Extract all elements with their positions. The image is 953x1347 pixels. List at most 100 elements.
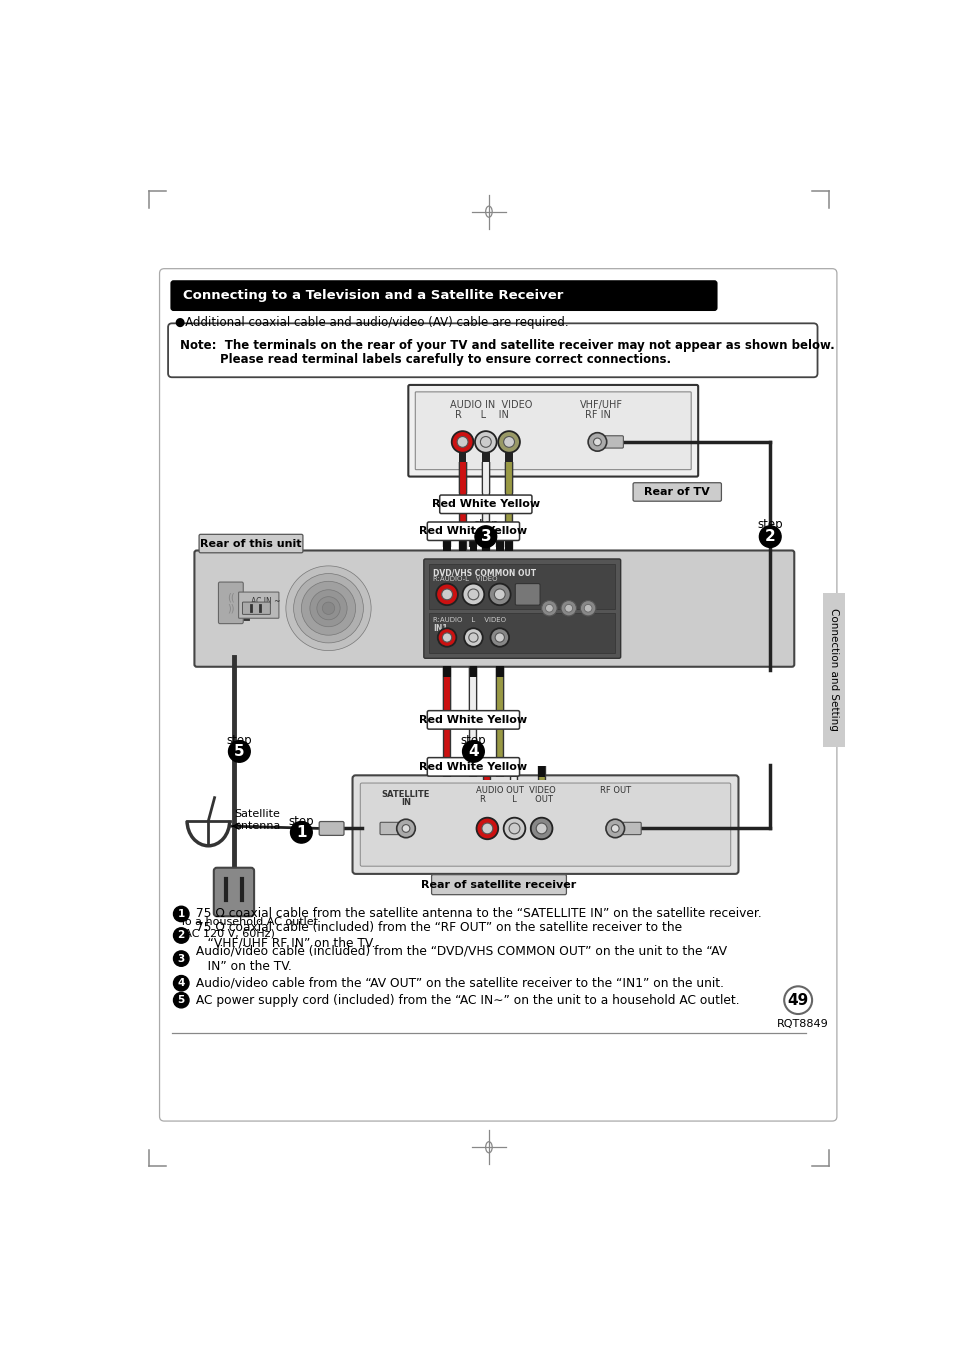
- FancyBboxPatch shape: [408, 385, 698, 477]
- Text: 4: 4: [177, 978, 185, 989]
- Bar: [469, 766, 476, 777]
- Text: Satellite
antenna: Satellite antenna: [233, 810, 280, 831]
- Circle shape: [322, 602, 335, 614]
- Bar: [496, 766, 503, 777]
- Circle shape: [462, 741, 484, 762]
- Bar: [505, 453, 513, 462]
- FancyBboxPatch shape: [621, 822, 640, 835]
- Text: 3: 3: [177, 954, 185, 963]
- Circle shape: [583, 605, 592, 612]
- Text: 49: 49: [786, 993, 808, 1008]
- Text: Rear of this unit: Rear of this unit: [200, 539, 301, 548]
- FancyBboxPatch shape: [218, 582, 243, 624]
- Bar: [429, 613, 615, 653]
- FancyBboxPatch shape: [199, 535, 303, 552]
- Text: AC power supply cord (included) from the “AC IN∼” on the unit to a household AC : AC power supply cord (included) from the…: [192, 994, 739, 1006]
- Bar: [443, 665, 451, 676]
- FancyBboxPatch shape: [319, 822, 344, 835]
- Circle shape: [229, 741, 250, 762]
- Circle shape: [545, 605, 553, 612]
- Text: step: step: [473, 519, 498, 531]
- Text: To a household AC outlet: To a household AC outlet: [179, 917, 317, 927]
- FancyBboxPatch shape: [360, 783, 730, 866]
- Circle shape: [475, 431, 497, 453]
- Circle shape: [490, 628, 509, 647]
- Circle shape: [442, 633, 452, 643]
- Circle shape: [579, 601, 596, 616]
- Circle shape: [468, 589, 478, 599]
- Bar: [458, 453, 466, 462]
- Text: ((
)): (( )): [227, 593, 234, 614]
- Circle shape: [436, 583, 457, 605]
- Circle shape: [316, 597, 340, 620]
- Text: Audio/video cable (included) from the “DVD/VHS COMMON OUT” on the unit to the “A: Audio/video cable (included) from the “D…: [192, 944, 726, 973]
- FancyBboxPatch shape: [439, 496, 532, 513]
- Circle shape: [456, 436, 468, 447]
- Circle shape: [494, 589, 505, 599]
- Circle shape: [462, 583, 484, 605]
- Text: step: step: [226, 734, 252, 746]
- Circle shape: [173, 951, 189, 966]
- Text: step: step: [460, 734, 486, 746]
- Text: step: step: [288, 815, 314, 828]
- Circle shape: [783, 986, 811, 1014]
- Circle shape: [441, 589, 452, 599]
- Text: 75 Ω coaxial cable from the satellite antenna to the “SATELLITE IN” on the satel: 75 Ω coaxial cable from the satellite an…: [192, 908, 761, 920]
- Text: 5: 5: [177, 995, 185, 1005]
- Text: step: step: [757, 519, 782, 531]
- Circle shape: [503, 436, 514, 447]
- Text: 75 Ω coaxial cable (included) from the “RF OUT” on the satellite receiver to the: 75 Ω coaxial cable (included) from the “…: [192, 921, 681, 950]
- Circle shape: [468, 633, 477, 643]
- Circle shape: [480, 436, 491, 447]
- Circle shape: [291, 822, 312, 843]
- Text: IN1: IN1: [433, 625, 447, 633]
- FancyBboxPatch shape: [633, 482, 720, 501]
- Circle shape: [452, 431, 473, 453]
- FancyBboxPatch shape: [427, 757, 519, 776]
- Circle shape: [475, 525, 497, 547]
- FancyBboxPatch shape: [194, 551, 794, 667]
- Text: VHF/UHF: VHF/UHF: [579, 400, 622, 411]
- Circle shape: [286, 566, 371, 651]
- Text: Red White Yellow: Red White Yellow: [419, 715, 527, 725]
- Text: 5: 5: [233, 744, 244, 758]
- Bar: [537, 766, 545, 777]
- Circle shape: [509, 823, 519, 834]
- FancyBboxPatch shape: [431, 874, 566, 894]
- Bar: [496, 540, 503, 551]
- Text: R:AUDIO    L    VIDEO: R:AUDIO L VIDEO: [433, 617, 506, 622]
- Text: Rear of satellite receiver: Rear of satellite receiver: [421, 880, 576, 889]
- Text: Audio/video cable from the “AV OUT” on the satellite receiver to the “IN1” on th: Audio/video cable from the “AV OUT” on t…: [192, 977, 723, 990]
- FancyBboxPatch shape: [238, 593, 278, 618]
- Text: R          L       OUT: R L OUT: [479, 795, 552, 804]
- Circle shape: [464, 628, 482, 647]
- Circle shape: [402, 824, 410, 832]
- Text: RQT8849: RQT8849: [776, 1018, 828, 1029]
- FancyBboxPatch shape: [353, 776, 738, 874]
- Text: Connection and Setting: Connection and Setting: [828, 609, 838, 731]
- Bar: [458, 540, 466, 551]
- Text: RF IN: RF IN: [584, 409, 610, 419]
- Circle shape: [759, 525, 781, 547]
- Text: DVD/VHS COMMON OUT: DVD/VHS COMMON OUT: [433, 568, 536, 578]
- Circle shape: [437, 628, 456, 647]
- Bar: [429, 564, 615, 609]
- FancyBboxPatch shape: [171, 280, 717, 311]
- Circle shape: [530, 818, 552, 839]
- Circle shape: [495, 633, 504, 643]
- FancyBboxPatch shape: [213, 867, 253, 916]
- Text: AUDIO OUT  VIDEO: AUDIO OUT VIDEO: [476, 787, 555, 795]
- Text: Red White Yellow: Red White Yellow: [419, 762, 527, 772]
- Circle shape: [497, 431, 519, 453]
- Text: Connecting to a Television and a Satellite Receiver: Connecting to a Television and a Satelli…: [183, 290, 562, 302]
- Text: SATELLITE: SATELLITE: [381, 789, 430, 799]
- FancyBboxPatch shape: [515, 583, 539, 605]
- Bar: [469, 665, 476, 676]
- Circle shape: [476, 818, 497, 839]
- Circle shape: [503, 818, 525, 839]
- Bar: [510, 766, 517, 777]
- Text: 3: 3: [480, 529, 491, 544]
- FancyBboxPatch shape: [168, 323, 817, 377]
- Circle shape: [488, 583, 510, 605]
- Text: AC IN ~: AC IN ~: [251, 598, 280, 606]
